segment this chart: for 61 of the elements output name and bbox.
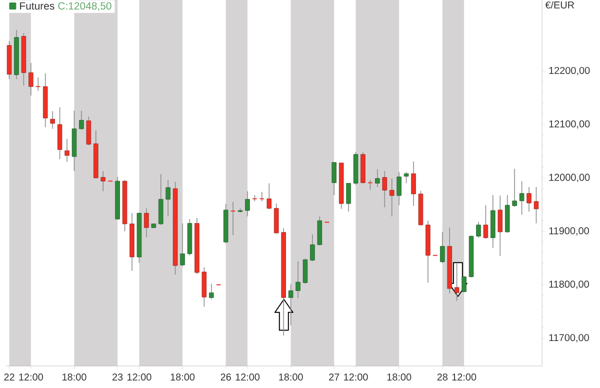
x-tick-label: 12:00 [127, 374, 152, 381]
x-tick-label: 26 [220, 374, 231, 381]
candlestick [332, 162, 336, 196]
x-tick-label: 28 [437, 374, 448, 381]
candlestick [483, 204, 488, 240]
candlestick [64, 138, 70, 162]
candlestick [245, 190, 250, 217]
candlestick [368, 180, 373, 190]
x-tick-label: 23 [112, 374, 123, 381]
candlestick [346, 182, 351, 212]
candlestick [79, 110, 84, 130]
candlestick [180, 222, 185, 266]
candlestick [50, 110, 55, 130]
candlestick [296, 260, 300, 299]
x-tick-label: 12:00 [236, 374, 260, 381]
candlestick [440, 231, 445, 264]
candlestick [411, 160, 416, 206]
candlestick [512, 168, 517, 208]
y-axis-title: €/EUR [545, 1, 574, 9]
candlestick [498, 195, 503, 256]
y-tick-label: 11900,00 [549, 227, 589, 236]
candlestick [100, 170, 106, 192]
candlestick [230, 202, 236, 236]
candlestick [266, 182, 272, 210]
y-tick-label: 11700,00 [549, 334, 589, 342]
x-tick-label: 18:00 [62, 374, 86, 381]
y-tick-label: 12000,00 [549, 174, 590, 182]
candlestick [404, 172, 409, 184]
x-tick-label: 12:00 [344, 374, 368, 381]
candlestick [382, 170, 388, 208]
y-tick-label: 12200,00 [549, 66, 590, 76]
candlestick [396, 172, 402, 206]
candlestick [454, 263, 460, 302]
x-tick-label: 27 [329, 374, 340, 380]
x-tick-label: 18:00 [279, 374, 303, 381]
candlestick [259, 191, 265, 202]
candlestick [310, 234, 315, 262]
candlestick [28, 62, 34, 96]
candlestick [86, 116, 92, 146]
x-tick-label: 12:00 [19, 374, 43, 381]
candlestick [462, 276, 466, 293]
candlestick [166, 180, 170, 217]
candlestick [375, 168, 380, 188]
y-tick-label: 11800,00 [549, 280, 589, 289]
candlestick [389, 178, 394, 217]
candlestick [476, 221, 481, 238]
x-tick-label: 22 [4, 374, 14, 380]
y-tick-label: 12100,00 [549, 120, 590, 129]
candlestick [144, 208, 149, 238]
annotation: C:12048,50 [58, 2, 112, 11]
x-tick-label: 18:00 [170, 374, 195, 381]
candlestick [288, 284, 294, 326]
candlestick [209, 283, 214, 300]
candlestick [35, 77, 41, 92]
candlestick [519, 180, 524, 216]
candlestick [302, 258, 308, 284]
legend-label: Futures [20, 2, 54, 10]
x-tick-label: 18:00 [387, 374, 412, 381]
candlestick [534, 186, 539, 224]
x-tick-label: 12:00 [452, 374, 476, 381]
candlestick [526, 186, 532, 212]
